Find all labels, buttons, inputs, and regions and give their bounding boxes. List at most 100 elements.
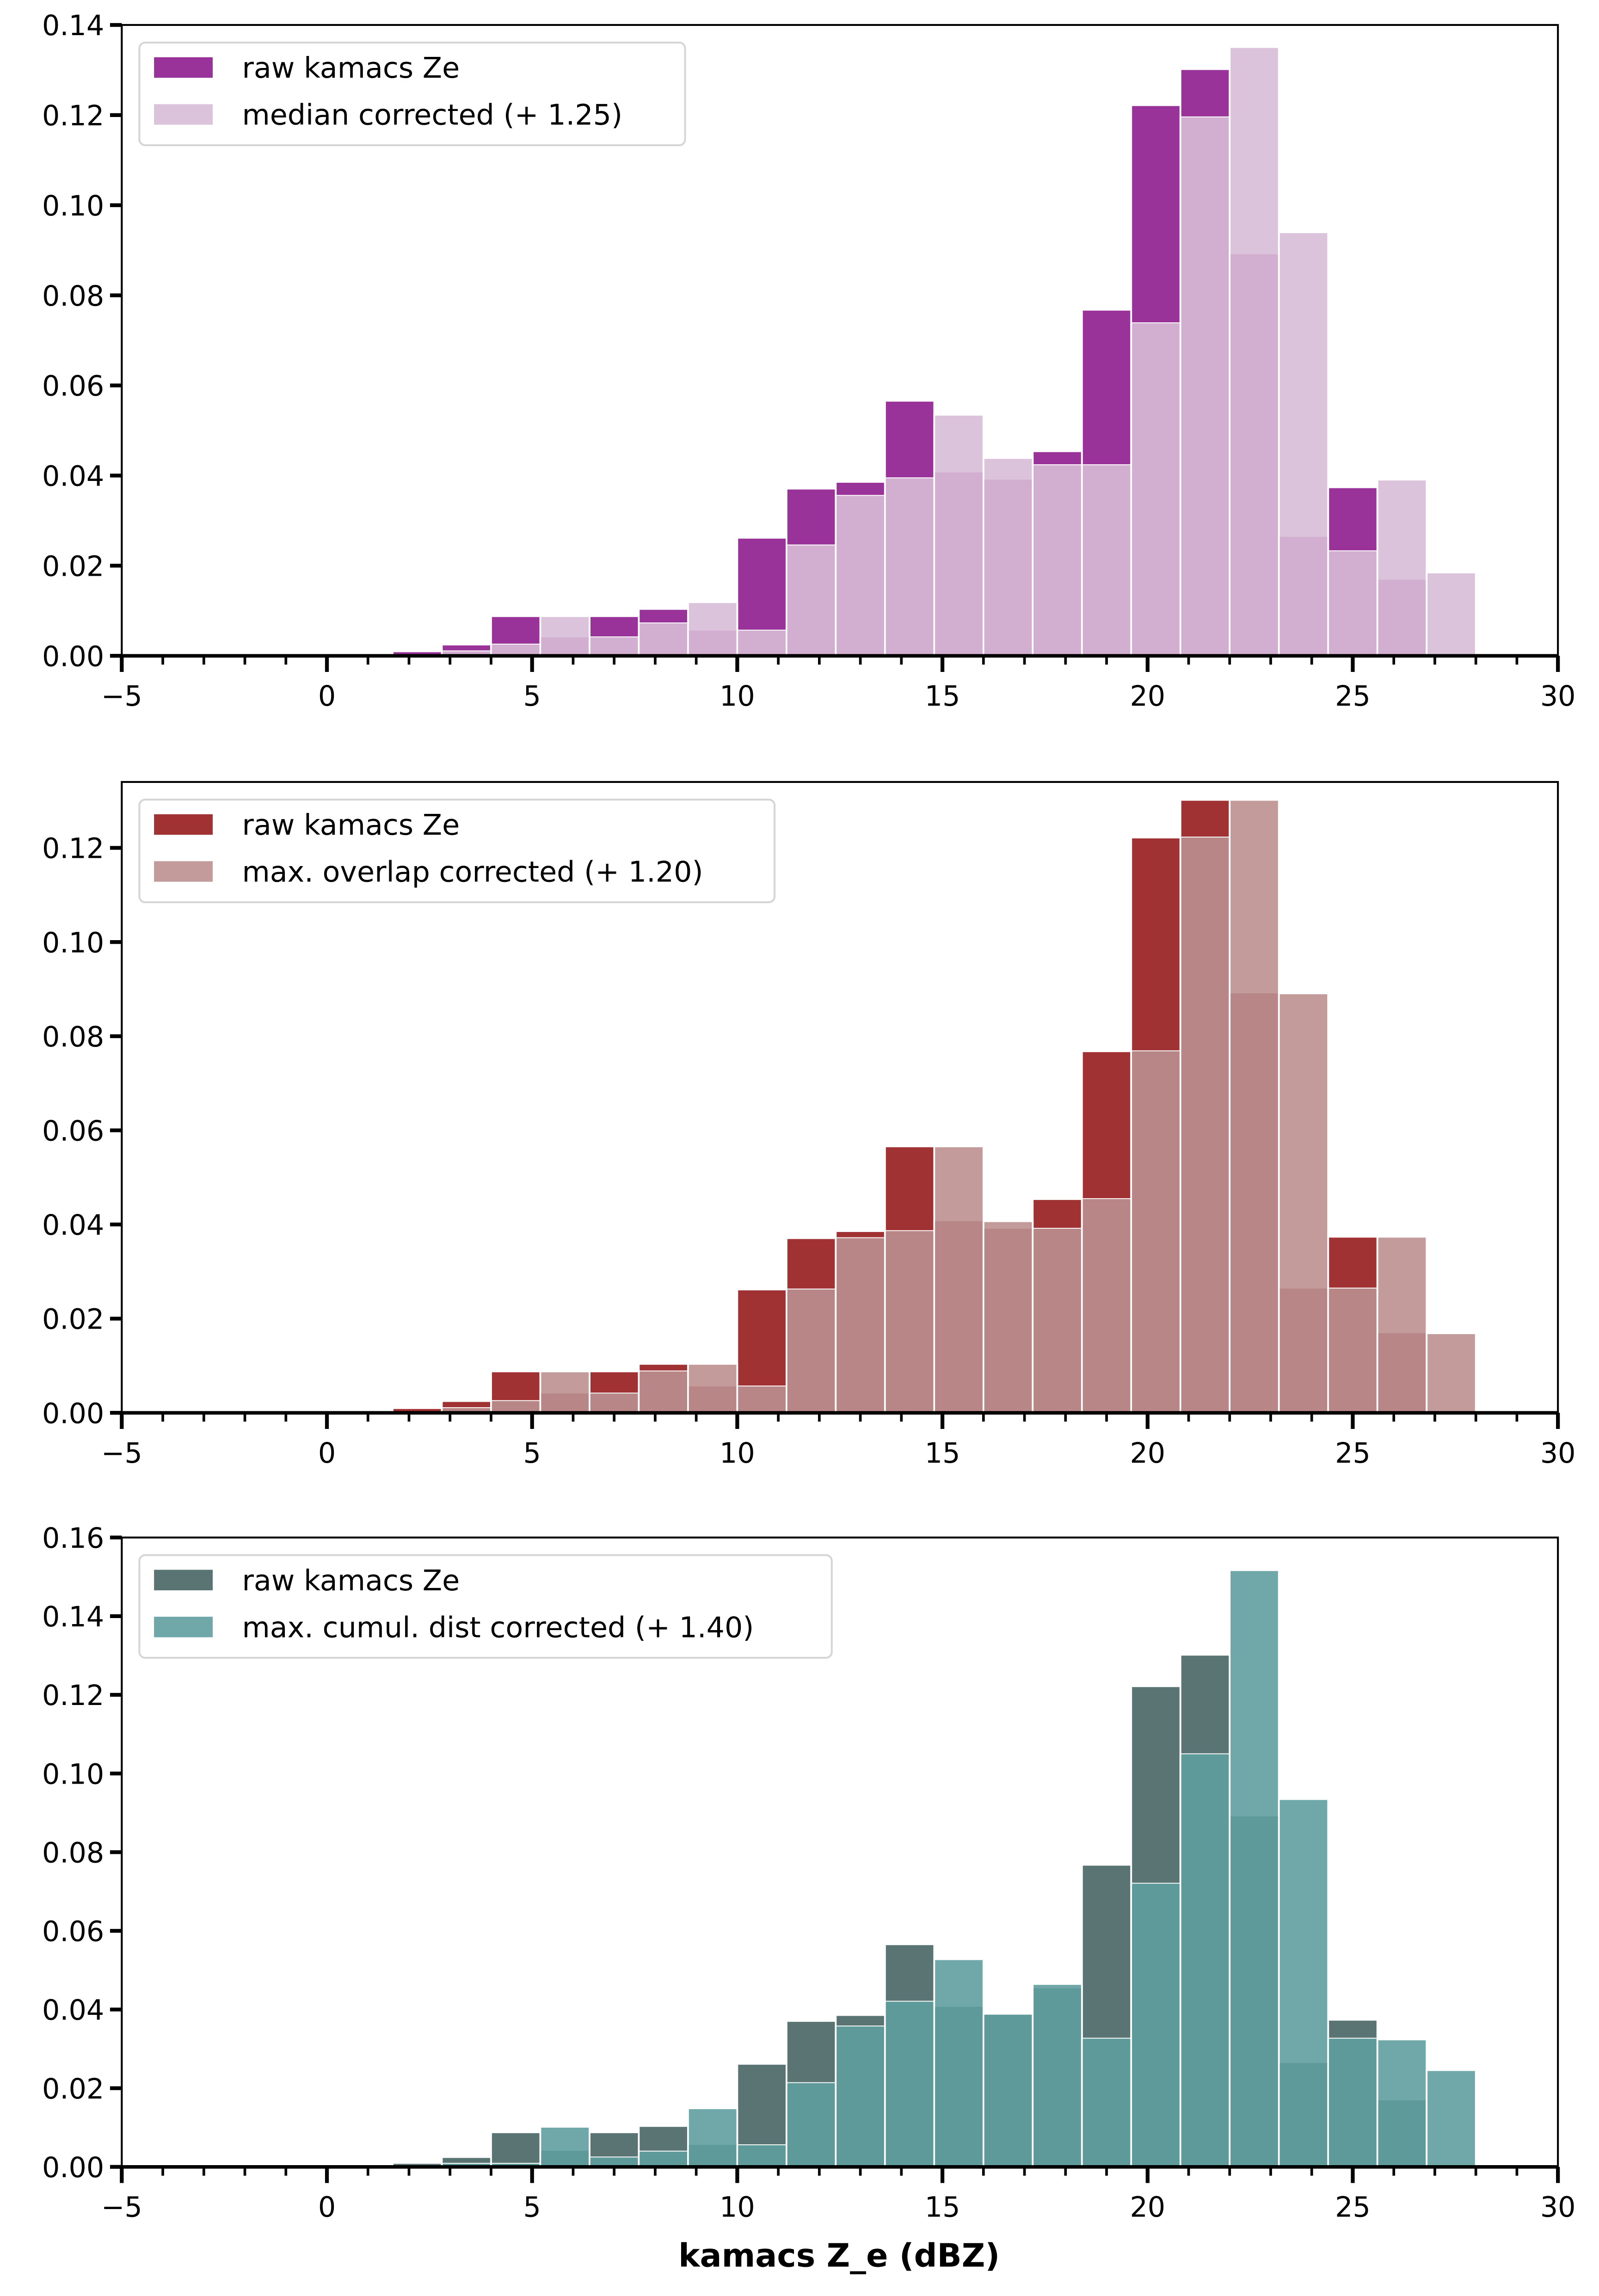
panel-max-overlap-corrected: 0.00 0.02 0.04 0.06 0.08 0.10 0.12 −5 0 5 10 15 20 2… bbox=[42, 781, 1576, 1470]
x-axis-label: kamacs Z_e (dBZ) bbox=[678, 2237, 1000, 2275]
overlap-region bbox=[1279, 2063, 1328, 2166]
x-tick-label: −5 bbox=[101, 680, 142, 713]
y-tick-label: 0.04 bbox=[42, 1209, 104, 1242]
overlap-region bbox=[836, 496, 884, 655]
legend-label-raw: raw kamacs Ze bbox=[242, 808, 460, 842]
y-tick-label: 0.02 bbox=[42, 550, 104, 583]
overlap-region bbox=[492, 644, 540, 655]
overlap-region bbox=[1132, 1884, 1180, 2166]
overlap-region bbox=[1329, 551, 1377, 655]
legend-swatch-raw bbox=[154, 1570, 213, 1591]
overlap-region bbox=[1230, 1816, 1278, 2166]
overlap-region bbox=[541, 1393, 589, 1412]
x-tick-label: 10 bbox=[720, 2191, 755, 2224]
overlap-region bbox=[443, 2163, 491, 2166]
overlap-region bbox=[443, 1408, 491, 1412]
overlap-region bbox=[590, 637, 638, 655]
overlap-region bbox=[787, 1289, 835, 1412]
overlap-region bbox=[492, 2163, 540, 2166]
x-tick-label: 30 bbox=[1540, 2191, 1576, 2224]
x-tick-label: 15 bbox=[925, 2191, 960, 2224]
overlap-region bbox=[640, 2151, 688, 2166]
overlap-region bbox=[1329, 2038, 1377, 2166]
y-tick-label: 0.00 bbox=[42, 640, 104, 673]
legend-box bbox=[138, 798, 776, 904]
x-tick-label: 25 bbox=[1335, 2191, 1371, 2224]
overlap-region bbox=[1033, 1229, 1081, 1412]
y-tick-label: 0.08 bbox=[42, 1021, 104, 1053]
x-tick-label: 20 bbox=[1130, 2191, 1165, 2224]
y-axis-ticks: 0.00 0.02 0.04 0.06 0.08 0.10 0.12 bbox=[42, 833, 122, 1430]
overlap-region bbox=[787, 2083, 835, 2166]
overlap-region bbox=[738, 630, 786, 655]
overlap-region bbox=[1132, 1051, 1180, 1412]
overlap-region bbox=[541, 2150, 589, 2166]
y-tick-label: 0.12 bbox=[42, 1680, 104, 1712]
overlap-region bbox=[984, 2014, 1032, 2166]
y-tick-label: 0.06 bbox=[42, 1916, 104, 1948]
axes-frame bbox=[121, 24, 1559, 658]
x-tick-label: −5 bbox=[101, 2191, 142, 2224]
x-tick-label: 5 bbox=[523, 680, 541, 713]
x-tick-label: −5 bbox=[101, 1437, 142, 1470]
y-tick-label: 0.12 bbox=[42, 833, 104, 865]
legend: raw kamacs Ze max. cumul. dist corrected… bbox=[138, 1554, 833, 1659]
y-tick-label: 0.10 bbox=[42, 190, 104, 222]
overlap-region bbox=[836, 2026, 884, 2166]
corrected-bars bbox=[441, 1569, 1477, 2168]
overlap-region bbox=[787, 545, 835, 655]
overlap-region bbox=[1230, 993, 1278, 1412]
y-tick-label: 0.02 bbox=[42, 1304, 104, 1336]
axes-frame bbox=[121, 781, 1559, 1415]
x-axis-ticks: −5 0 5 10 15 20 25 30 bbox=[101, 1413, 1576, 1470]
x-tick-label: 30 bbox=[1540, 1437, 1576, 1470]
x-axis-ticks: −5 0 5 10 15 20 25 30 bbox=[101, 656, 1576, 713]
overlap-region bbox=[689, 2145, 737, 2166]
overlap-region bbox=[590, 2157, 638, 2166]
overlap-region bbox=[984, 480, 1032, 655]
y-tick-label: 0.04 bbox=[42, 461, 104, 493]
panel-max-cumul-dist-corrected: 0.00 0.02 0.04 0.06 0.08 0.10 0.12 0.14 0.16 −5 0… bbox=[42, 1522, 1575, 2275]
overlap-region bbox=[984, 1229, 1032, 1412]
y-tick-label: 0.16 bbox=[42, 1522, 104, 1555]
overlap-region bbox=[1181, 1754, 1229, 2166]
overlap-region bbox=[1082, 2038, 1131, 2166]
overlap-region bbox=[1082, 1199, 1131, 1412]
y-tick-label: 0.00 bbox=[42, 2152, 104, 2184]
overlap-region bbox=[689, 630, 737, 655]
overlap-region bbox=[935, 1221, 983, 1412]
overlap-region bbox=[1181, 117, 1229, 655]
y-tick-label: 0.04 bbox=[42, 1994, 104, 2027]
legend-label-raw: raw kamacs Ze bbox=[242, 51, 460, 85]
x-tick-label: 0 bbox=[318, 2191, 336, 2224]
y-tick-label: 0.06 bbox=[42, 370, 104, 403]
overlap-region bbox=[836, 1238, 884, 1412]
overlap-region bbox=[886, 1231, 934, 1412]
overlap-region bbox=[1082, 465, 1131, 655]
overlap-region bbox=[935, 472, 983, 655]
x-tick-label: 15 bbox=[925, 1437, 960, 1470]
y-tick-label: 0.10 bbox=[42, 1758, 104, 1791]
x-tick-label: 25 bbox=[1335, 1437, 1371, 1470]
x-axis-ticks: −5 0 5 10 15 20 25 30 bbox=[101, 2167, 1576, 2224]
x-tick-label: 5 bbox=[523, 1437, 541, 1470]
x-tick-label: 20 bbox=[1130, 1437, 1165, 1470]
y-axis-ticks: 0.00 0.02 0.04 0.06 0.08 0.10 0.12 0.14 0.16 bbox=[42, 1522, 122, 2184]
overlap-region bbox=[1033, 465, 1081, 655]
legend-label-corrected: max. cumul. dist corrected (+ 1.40) bbox=[242, 1611, 754, 1644]
overlap-region bbox=[590, 1393, 638, 1412]
x-tick-label: 20 bbox=[1130, 680, 1165, 713]
corrected-bar bbox=[1426, 571, 1477, 657]
x-tick-label: 0 bbox=[318, 1437, 336, 1470]
overlap-region bbox=[1378, 579, 1426, 655]
legend-label-corrected: max. overlap corrected (+ 1.20) bbox=[242, 856, 703, 889]
x-tick-label: 0 bbox=[318, 680, 336, 713]
overlap-region bbox=[1378, 2100, 1426, 2166]
overlap-region bbox=[738, 1386, 786, 1412]
overlap-region bbox=[640, 1371, 688, 1412]
overlap-region bbox=[1378, 1333, 1426, 1412]
y-axis-ticks: 0.00 0.02 0.04 0.06 0.08 0.10 0.12 0.14 bbox=[42, 10, 122, 673]
legend-label-corrected: median corrected (+ 1.25) bbox=[242, 98, 622, 132]
